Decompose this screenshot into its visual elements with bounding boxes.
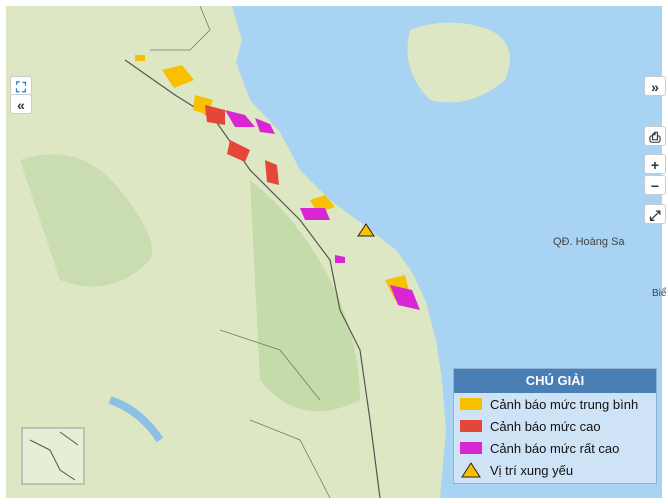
legend-item: Vị trí xung yếu	[454, 459, 656, 481]
legend-title: CHÚ GIẢI	[454, 369, 656, 393]
place-label: Biể	[652, 287, 667, 299]
collapse-left-button[interactable]: «	[10, 94, 32, 114]
swatch	[460, 398, 482, 410]
warning-high	[205, 105, 279, 185]
island	[407, 22, 510, 103]
legend-label: Cảnh báo mức trung bình	[490, 396, 639, 412]
fullscreen-button[interactable]: ⛶	[10, 76, 32, 96]
extent-button[interactable]: ⤢	[644, 204, 666, 224]
warning-areas	[135, 55, 420, 310]
swatch	[461, 462, 481, 478]
forest	[250, 180, 360, 412]
legend-item: Cảnh báo mức cao	[454, 415, 656, 437]
forest	[20, 154, 152, 287]
legend-item: Cảnh báo mức rất cao	[454, 437, 656, 459]
lake	[108, 396, 164, 443]
province-border	[150, 5, 331, 499]
legend-label: Cảnh báo mức cao	[490, 418, 601, 434]
zoom-out-button[interactable]: −	[644, 175, 666, 195]
legend-label: Vị trí xung yếu	[490, 462, 574, 478]
legend-label: Cảnh báo mức rất cao	[490, 440, 620, 456]
print-button[interactable]: ⎙	[644, 126, 666, 146]
minimap-border	[29, 431, 79, 481]
zoom-in-button[interactable]: +	[644, 154, 666, 174]
collapse-right-button[interactable]: »	[644, 76, 666, 96]
vulnerable-point	[357, 223, 375, 237]
warning-very-high	[225, 110, 420, 310]
legend-item: Cảnh báo mức trung bình	[454, 393, 656, 415]
swatch	[460, 442, 482, 454]
legend: CHÚ GIẢI Cảnh báo mức trung bình Cảnh bá…	[453, 368, 657, 484]
place-label: QĐ. Hoàng Sa	[553, 236, 625, 248]
swatch	[460, 420, 482, 432]
